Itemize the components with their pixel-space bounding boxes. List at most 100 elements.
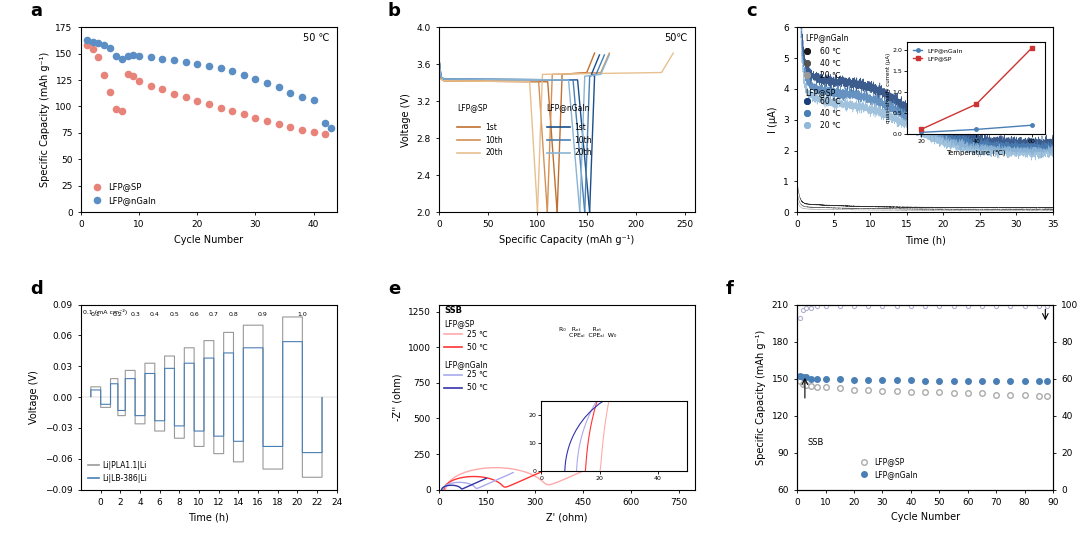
Legend: LFP@SP, LFP@nGaIn: LFP@SP, LFP@nGaIn: [853, 454, 920, 482]
Text: 25 ℃: 25 ℃: [468, 370, 488, 379]
LFP@SP: [848, 386, 861, 393]
LFP@SP: [794, 378, 807, 385]
Y-axis label: I (μA): I (μA): [768, 107, 778, 133]
LFP@SP: [933, 389, 946, 395]
LFP@nGaIn: [113, 54, 131, 63]
X-axis label: Time (h): Time (h): [905, 235, 946, 245]
LFP@nGaIn: [224, 66, 241, 75]
LFP@SP: [200, 100, 217, 109]
LFP@nGaIn: [862, 376, 875, 383]
Text: SSB: SSB: [808, 438, 824, 447]
Text: 40 ℃: 40 ℃: [820, 59, 841, 68]
LFP@nGaIn: [876, 376, 889, 383]
Text: 50 ℃: 50 ℃: [468, 343, 488, 351]
LFP@SP: [212, 103, 229, 112]
LFP@SP: [258, 117, 275, 126]
Text: 20 ℃: 20 ℃: [820, 71, 841, 80]
LFP@nGaIn: [102, 44, 119, 53]
Text: LFP@nGaIn: LFP@nGaIn: [444, 360, 488, 369]
LFP@SP: [224, 106, 241, 115]
Text: 0.2: 0.2: [113, 312, 123, 317]
LFP@nGaIn: [811, 375, 824, 382]
Text: c: c: [746, 2, 757, 20]
Text: 0.8: 0.8: [229, 312, 239, 317]
LFP@SP: [96, 70, 113, 79]
LFP@nGaIn: [805, 375, 818, 382]
Legend: Li|PLA1.1|Li, Li|LB-386|Li: Li|PLA1.1|Li, Li|LB-386|Li: [85, 458, 150, 486]
LFP@SP: [799, 381, 812, 388]
LFP@SP: [270, 120, 287, 129]
Text: LFP@nGaIn: LFP@nGaIn: [546, 103, 590, 113]
Text: 10th: 10th: [485, 135, 503, 145]
LFP@SP: [975, 390, 988, 397]
Text: 50 ℃: 50 ℃: [468, 384, 488, 392]
LFP@SP: [1018, 391, 1031, 398]
Y-axis label: Voltage (V): Voltage (V): [29, 370, 40, 424]
LFP@SP: [989, 391, 1002, 398]
Text: 20 ℃: 20 ℃: [820, 121, 841, 129]
LFP@SP: [189, 97, 206, 106]
LFP@SP: [90, 52, 107, 61]
LFP@SP: [947, 390, 960, 397]
LFP@nGaIn: [246, 75, 264, 83]
LFP@nGaIn: [294, 92, 311, 101]
Text: f: f: [726, 280, 733, 298]
LFP@SP: [119, 69, 136, 78]
LFP@SP: [1041, 393, 1054, 399]
LFP@nGaIn: [235, 70, 253, 79]
LFP@nGaIn: [1032, 378, 1045, 385]
LFP@nGaIn: [961, 378, 974, 385]
LFP@SP: [165, 89, 183, 98]
LFP@nGaIn: [124, 51, 141, 59]
Text: 40 ℃: 40 ℃: [820, 109, 841, 118]
LFP@SP: [1032, 393, 1045, 399]
X-axis label: Z' (ohm): Z' (ohm): [546, 512, 588, 522]
LFP@nGaIn: [1018, 378, 1031, 385]
Text: 0.4: 0.4: [150, 312, 160, 317]
Text: a: a: [30, 2, 42, 20]
LFP@nGaIn: [258, 79, 275, 88]
LFP@SP: [246, 114, 264, 122]
LFP@nGaIn: [212, 64, 229, 73]
Text: 25 ℃: 25 ℃: [468, 330, 488, 339]
LFP@SP: [235, 109, 253, 118]
LFP@nGaIn: [322, 123, 339, 132]
Text: 0.7: 0.7: [208, 312, 219, 317]
LFP@nGaIn: [890, 376, 903, 383]
Text: LFP@SP: LFP@SP: [457, 103, 487, 113]
Text: 1st: 1st: [485, 122, 497, 132]
LFP@nGaIn: [153, 54, 171, 63]
X-axis label: Specific Capacity (mAh g⁻¹): Specific Capacity (mAh g⁻¹): [499, 235, 635, 245]
Text: d: d: [30, 280, 42, 298]
LFP@SP: [890, 388, 903, 394]
LFP@nGaIn: [200, 62, 217, 71]
LFP@nGaIn: [989, 378, 1002, 385]
LFP@SP: [862, 386, 875, 393]
LFP@SP: [282, 122, 299, 131]
Text: b: b: [388, 2, 401, 20]
LFP@nGaIn: [919, 378, 932, 385]
LFP@nGaIn: [189, 60, 206, 69]
LFP@nGaIn: [975, 378, 988, 385]
LFP@SP: [143, 82, 160, 91]
LFP@SP: [78, 41, 95, 50]
LFP@SP: [811, 384, 824, 391]
LFP@nGaIn: [848, 376, 861, 383]
LFP@nGaIn: [834, 375, 847, 382]
Y-axis label: Voltage (V): Voltage (V): [401, 92, 410, 147]
LFP@nGaIn: [119, 51, 136, 60]
Text: SSB: SSB: [444, 306, 462, 316]
Text: e: e: [388, 280, 401, 298]
LFP@SP: [805, 383, 818, 390]
LFP@SP: [124, 71, 141, 80]
Text: 20th: 20th: [485, 149, 503, 157]
LFP@nGaIn: [165, 55, 183, 64]
Text: 50℃: 50℃: [664, 33, 687, 43]
Text: 0.3: 0.3: [131, 312, 140, 317]
LFP@nGaIn: [794, 373, 807, 379]
LFP@SP: [294, 125, 311, 134]
LFP@nGaIn: [143, 52, 160, 61]
LFP@nGaIn: [796, 374, 809, 381]
LFP@SP: [113, 106, 131, 115]
X-axis label: Time (h): Time (h): [188, 512, 229, 522]
